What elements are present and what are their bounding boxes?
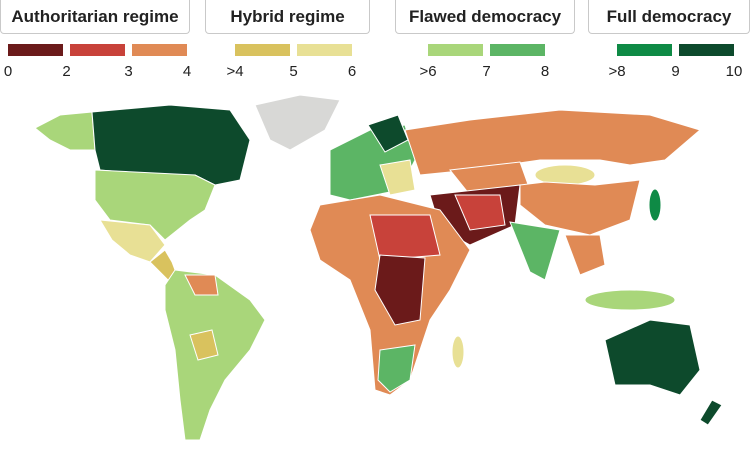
legend-swatch	[617, 44, 672, 56]
legend-swatch	[235, 44, 290, 56]
legend-tick-label: >8	[608, 63, 625, 80]
central-africa	[374, 254, 426, 326]
japan	[648, 188, 662, 222]
legend-header: Flawed democracy	[395, 0, 575, 34]
southern-africa	[377, 344, 416, 393]
legend-swatch	[679, 44, 734, 56]
legend-tick-label: >6	[419, 63, 436, 80]
legend-tick-label: 0	[4, 63, 12, 80]
legend-tick-label: 7	[482, 63, 490, 80]
world-map	[34, 94, 723, 441]
india	[509, 221, 561, 281]
iran	[454, 194, 506, 231]
greenland	[254, 94, 341, 151]
legend-header: Hybrid regime	[205, 0, 370, 34]
australia	[604, 319, 701, 396]
new-zealand	[699, 399, 723, 426]
china	[519, 179, 641, 236]
legend-swatch	[490, 44, 545, 56]
legend-tick-label: 10	[726, 63, 743, 80]
legend-swatch	[8, 44, 63, 56]
legend-header: Authoritarian regime	[0, 0, 190, 34]
legend-swatch	[70, 44, 125, 56]
legend-tick-label: 2	[62, 63, 70, 80]
southeast-asia	[564, 234, 606, 276]
russia	[404, 109, 702, 176]
legend-tick-label: 9	[671, 63, 679, 80]
usa	[94, 169, 216, 241]
sahel	[369, 214, 441, 261]
alaska	[34, 111, 96, 151]
legend-swatch	[428, 44, 483, 56]
legend-tick-label: 5	[289, 63, 297, 80]
indonesia	[584, 289, 676, 311]
legend-tick-label: 8	[541, 63, 549, 80]
bolivia	[189, 329, 219, 361]
legend-swatch	[297, 44, 352, 56]
eastern-europe	[379, 159, 416, 196]
madagascar	[451, 335, 465, 369]
legend-tick-label: 6	[348, 63, 356, 80]
legend-tick-label: 3	[124, 63, 132, 80]
legend-swatch	[132, 44, 187, 56]
legend-tick-label: >4	[226, 63, 243, 80]
venezuela	[184, 274, 219, 296]
legend-tick-label: 4	[183, 63, 191, 80]
